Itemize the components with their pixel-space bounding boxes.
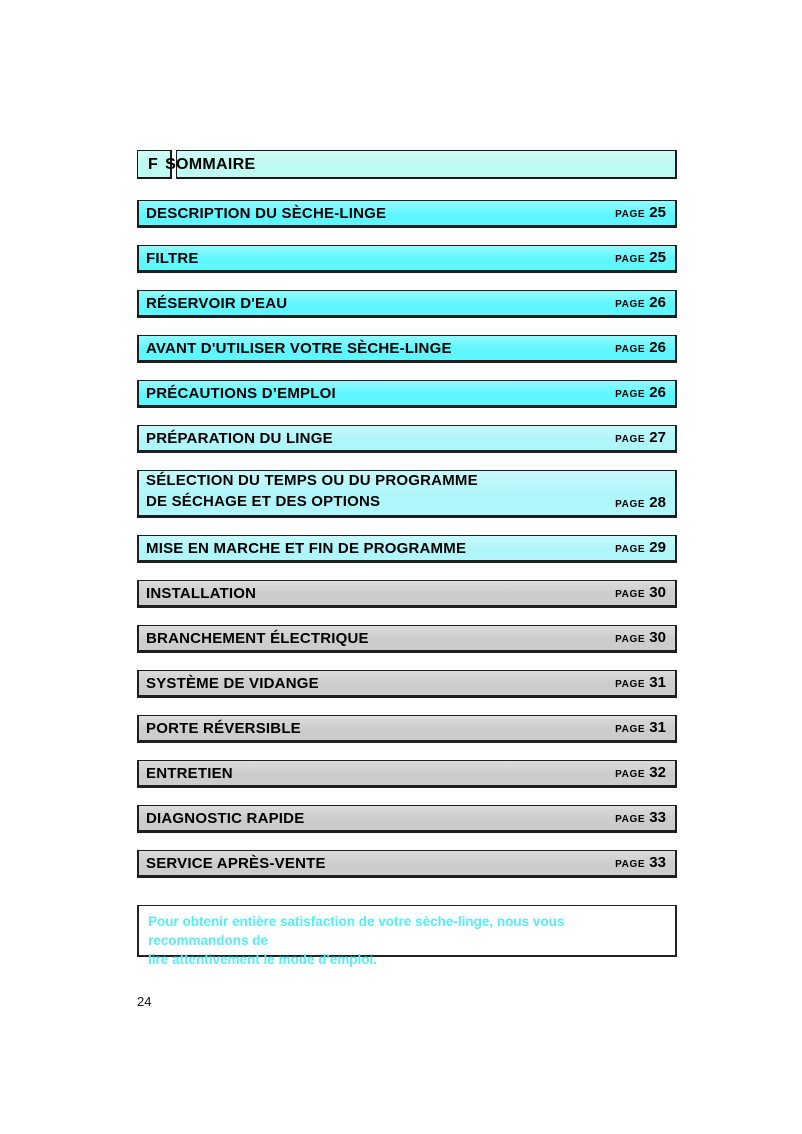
page-label: PAGE <box>615 299 646 310</box>
toc-entry-title: MISE EN MARCHE ET FIN DE PROGRAMME <box>146 539 467 557</box>
toc-page-ref: PAGE 25 <box>615 204 666 222</box>
toc-row: SÉLECTION DU TEMPS OU DU PROGRAMME DE SÉC… <box>137 470 677 518</box>
page-label: PAGE <box>615 389 646 400</box>
toc-entry-title: PORTE RÉVERSIBLE <box>146 719 301 737</box>
toc-entry-title: FILTRE <box>146 249 199 267</box>
toc-row: PORTE RÉVERSIBLE PAGE 31 <box>137 715 677 743</box>
toc-page-ref: PAGE 27 <box>615 429 666 447</box>
page-value: 28 <box>645 494 666 511</box>
title-text: SOMMAIRE <box>165 155 256 173</box>
page-value: 25 <box>645 249 666 266</box>
toc-entry-title: RÉSERVOIR D'EAU <box>146 294 288 312</box>
toc-entry-title: BRANCHEMENT ÉLECTRIQUE <box>146 629 369 647</box>
page-label: PAGE <box>615 434 646 445</box>
page-value: 32 <box>645 764 666 781</box>
toc-row: MISE EN MARCHE ET FIN DE PROGRAMME PAGE 2… <box>137 535 677 563</box>
toc-page-ref: PAGE 33 <box>615 854 666 872</box>
page-title: F SOMMAIRE <box>148 150 255 179</box>
toc-page-ref: PAGE 28 <box>615 494 666 512</box>
toc-row: BRANCHEMENT ÉLECTRIQUE PAGE 30 <box>137 625 677 653</box>
toc-page-ref: PAGE 33 <box>615 809 666 827</box>
page-label: PAGE <box>615 499 646 510</box>
toc-page-ref: PAGE 26 <box>615 384 666 402</box>
page-label: PAGE <box>615 589 646 600</box>
page-label: PAGE <box>615 634 646 645</box>
toc-entry-title: INSTALLATION <box>146 584 257 602</box>
language-code-box <box>137 150 172 179</box>
toc-page-ref: PAGE 26 <box>615 294 666 312</box>
page-label: PAGE <box>615 209 646 220</box>
toc-page-ref: PAGE 31 <box>615 674 666 692</box>
toc-row: DESCRIPTION DU SÈCHE-LINGE PAGE 25 <box>137 200 677 228</box>
toc-row: ENTRETIEN PAGE 32 <box>137 760 677 788</box>
page-number: 24 <box>137 994 152 1009</box>
page-label: PAGE <box>615 544 646 555</box>
toc-row: AVANT D'UTILISER VOTRE SÈCHE-LINGE PAGE 2… <box>137 335 677 363</box>
toc-page-ref: PAGE 30 <box>615 629 666 647</box>
page-value: 25 <box>645 204 666 221</box>
toc-page-ref: PAGE 32 <box>615 764 666 782</box>
note-text: Pour obtenir entière satisfaction de vot… <box>148 914 565 967</box>
toc-entry-title: ENTRETIEN <box>146 764 233 782</box>
page-label: PAGE <box>615 724 646 735</box>
toc-row: RÉSERVOIR D'EAU PAGE 26 <box>137 290 677 318</box>
toc-page-ref: PAGE 26 <box>615 339 666 357</box>
page-value: 29 <box>645 539 666 556</box>
page-label: PAGE <box>615 814 646 825</box>
toc-entry-title: SÉLECTION DU TEMPS OU DU PROGRAMME DE SÉC… <box>146 472 478 510</box>
toc-row: SYSTÈME DE VIDANGE PAGE 31 <box>137 670 677 698</box>
toc-entry-title: PRÉPARATION DU LINGE <box>146 429 333 447</box>
toc-entry-title: PRÉCAUTIONS D’EMPLOI <box>146 384 336 402</box>
toc-row: INSTALLATION PAGE 30 <box>137 580 677 608</box>
recommendation-note: Pour obtenir entière satisfaction de vot… <box>137 905 677 967</box>
page-value: 26 <box>645 384 666 401</box>
page-label: PAGE <box>615 859 646 870</box>
page-value: 31 <box>645 719 666 736</box>
language-code: F <box>148 155 159 173</box>
page-label: PAGE <box>615 254 646 265</box>
page-value: 31 <box>645 674 666 691</box>
toc-page-ref: PAGE 31 <box>615 719 666 737</box>
toc-page-ref: PAGE 29 <box>615 539 666 557</box>
toc-entry-title: SERVICE APRÈS-VENTE <box>146 854 326 872</box>
page-value: 33 <box>645 854 666 871</box>
page-value: 26 <box>645 339 666 356</box>
sommaire-header: F SOMMAIRE <box>137 150 677 179</box>
page-label: PAGE <box>615 344 646 355</box>
page-value: 30 <box>645 629 666 646</box>
toc-row: FILTRE PAGE 25 <box>137 245 677 273</box>
toc-entry-title: DESCRIPTION DU SÈCHE-LINGE <box>146 204 387 222</box>
page-value: 27 <box>645 429 666 446</box>
table-of-contents: DESCRIPTION DU SÈCHE-LINGE PAGE 25 FILTRE P… <box>137 200 677 895</box>
toc-row: PRÉCAUTIONS D’EMPLOI PAGE 26 <box>137 380 677 408</box>
header-title-bar <box>176 150 677 179</box>
toc-entry-title: SYSTÈME DE VIDANGE <box>146 674 319 692</box>
toc-entry-title: AVANT D'UTILISER VOTRE SÈCHE-LINGE <box>146 339 452 357</box>
toc-row: PRÉPARATION DU LINGE PAGE 27 <box>137 425 677 453</box>
toc-row: DIAGNOSTIC RAPIDE PAGE 33 <box>137 805 677 833</box>
page-label: PAGE <box>615 679 646 690</box>
page-value: 33 <box>645 809 666 826</box>
page-value: 30 <box>645 584 666 601</box>
toc-entry-title: DIAGNOSTIC RAPIDE <box>146 809 305 827</box>
page-label: PAGE <box>615 769 646 780</box>
toc-page-ref: PAGE 25 <box>615 249 666 267</box>
toc-row: SERVICE APRÈS-VENTE PAGE 33 <box>137 850 677 878</box>
page-value: 26 <box>645 294 666 311</box>
toc-page-ref: PAGE 30 <box>615 584 666 602</box>
